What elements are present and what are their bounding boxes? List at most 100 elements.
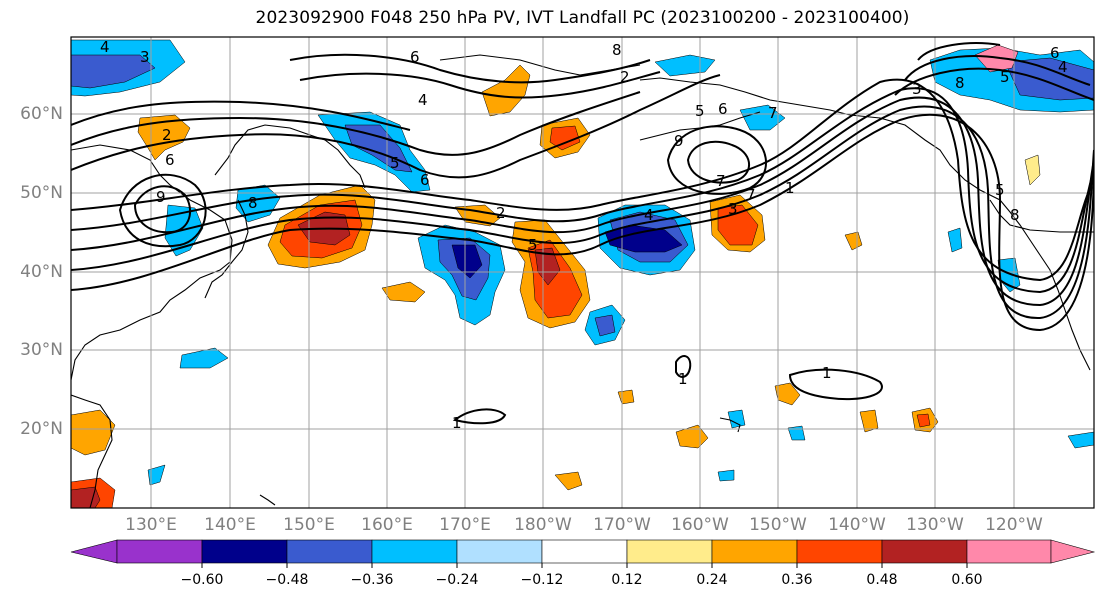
contour-line: [71, 96, 1094, 307]
lat-label: 40°N: [20, 262, 63, 282]
pv-negative-region: [1004, 57, 1094, 101]
contour-label: 6: [718, 100, 728, 118]
kamchatka-coastline: [214, 124, 366, 189]
contour-label: 6: [165, 151, 175, 169]
contour-label: 3: [728, 200, 738, 218]
colorbar-segment: [966, 539, 1052, 564]
pv-positive-region: [71, 409, 116, 456]
pv-positive-region: [481, 64, 531, 117]
pv-positive-region: [916, 413, 931, 428]
contour-label: 6: [410, 48, 420, 66]
contour-label: 2: [496, 204, 506, 222]
pv-positive-region: [381, 281, 426, 303]
contour-label: 1: [822, 364, 832, 382]
contour-label: 7: [716, 172, 726, 190]
contour-line: [894, 67, 1094, 101]
pv-positive-region: [71, 486, 101, 508]
colorbar-tick-label: −0.60: [180, 572, 224, 588]
contour-labels: 4 3 2 6 9 8 5 2 5 4 6 5 7 6 7 1 8 9 2 7 …: [100, 38, 1068, 432]
contour-line: [71, 74, 721, 179]
contour-label: 5: [390, 154, 400, 172]
lat-label: 20°N: [20, 419, 63, 439]
contour-label: 6: [1050, 44, 1060, 62]
contour-label: 5: [1000, 68, 1010, 86]
contour-line: [675, 355, 692, 378]
contour-label: 8: [955, 74, 965, 92]
lon-label: 170°W: [593, 515, 651, 535]
na-coastline: [989, 199, 1094, 233]
colorbar-tick-label: −0.24: [435, 572, 479, 588]
map-frame: [70, 36, 1095, 509]
pv-negative-region: [235, 184, 281, 223]
contour-line: [71, 91, 641, 156]
lon-label: 120°W: [985, 515, 1043, 535]
pv-negative-region: [947, 227, 963, 253]
contour-label: 5: [695, 102, 705, 120]
lon-label: 150°W: [749, 515, 807, 535]
lon-label: 140°E: [204, 515, 256, 535]
lon-label: 130°W: [906, 515, 964, 535]
contour-line: [686, 140, 750, 184]
se-asia-coastline: [71, 394, 113, 508]
pv-negative-region: [71, 54, 156, 89]
map-panel: 4 3 2 6 9 8 5 2 5 4 6 5 7 6 7 1 8 9 2 7 …: [71, 37, 1094, 508]
pv-negative-region: [179, 347, 229, 369]
contour-line: [917, 42, 1001, 61]
contour-line: [289, 53, 651, 84]
small-island: [259, 494, 276, 506]
colorbar-extend-max: [1050, 539, 1096, 564]
pv-negative-region: [717, 469, 735, 482]
ivt-contours: [71, 42, 1094, 425]
lat-label: 60°N: [20, 104, 63, 124]
contour-label: 4: [418, 91, 428, 109]
contour-line: [788, 368, 883, 401]
pv-positive-region: [554, 471, 583, 491]
colorbar-tick-label: 0.12: [611, 572, 643, 588]
contour-line: [133, 185, 192, 234]
contour-label: 3: [140, 48, 150, 66]
pv-positive-region: [549, 125, 581, 151]
colorbar-segment: [116, 539, 203, 564]
asia-coastline: [71, 144, 233, 381]
lon-label: 130°E: [125, 515, 177, 535]
pv-positive-region: [534, 247, 561, 286]
pv-negative-region: [344, 124, 413, 173]
colorbar: [70, 539, 1096, 568]
colorbar-segment: [626, 539, 713, 564]
contour-label: 8: [1010, 206, 1020, 224]
colorbar-tick-label: −0.36: [350, 572, 394, 588]
contour-line: [666, 125, 767, 195]
colorbar-tick-label: 0.48: [866, 572, 898, 588]
pv-positive-region: [1024, 154, 1041, 186]
lon-label: 180°W: [514, 515, 572, 535]
contour-label: 8: [612, 41, 622, 59]
contour-line: [71, 87, 1094, 294]
pv-negative-region: [147, 464, 166, 486]
map-title: 2023092900 F048 250 hPa PV, IVT Landfall…: [255, 8, 910, 28]
contour-label: 9: [156, 188, 166, 206]
colorbar-tick-label: −0.48: [265, 572, 309, 588]
colorbar-tick-label: 0.60: [951, 572, 983, 588]
contour-label: 5: [995, 181, 1005, 199]
colorbar-segment: [201, 539, 288, 564]
contour-label: 6: [420, 171, 430, 189]
colorbar-segment: [286, 539, 373, 564]
colorbar-segment: [796, 539, 883, 564]
colorbar-segment: [541, 539, 628, 564]
contour-label: 5: [528, 236, 538, 254]
contour-label: 1: [678, 370, 688, 388]
contour-label: 7: [746, 186, 756, 204]
lon-label: 160°E: [361, 515, 413, 535]
colorbar-tick-label: −0.12: [520, 572, 564, 588]
pv-negative-region: [594, 314, 616, 337]
contour-label: 7: [768, 104, 778, 122]
contour-line: [71, 105, 1094, 320]
contour-label: 2: [620, 68, 630, 86]
lon-label: 170°E: [439, 515, 491, 535]
contour-label: 4: [1058, 58, 1068, 76]
contour-line: [118, 173, 207, 248]
lon-label: 160°W: [671, 515, 729, 535]
colorbar-tick-label: 0.24: [696, 572, 728, 588]
contour-line: [71, 113, 1094, 332]
